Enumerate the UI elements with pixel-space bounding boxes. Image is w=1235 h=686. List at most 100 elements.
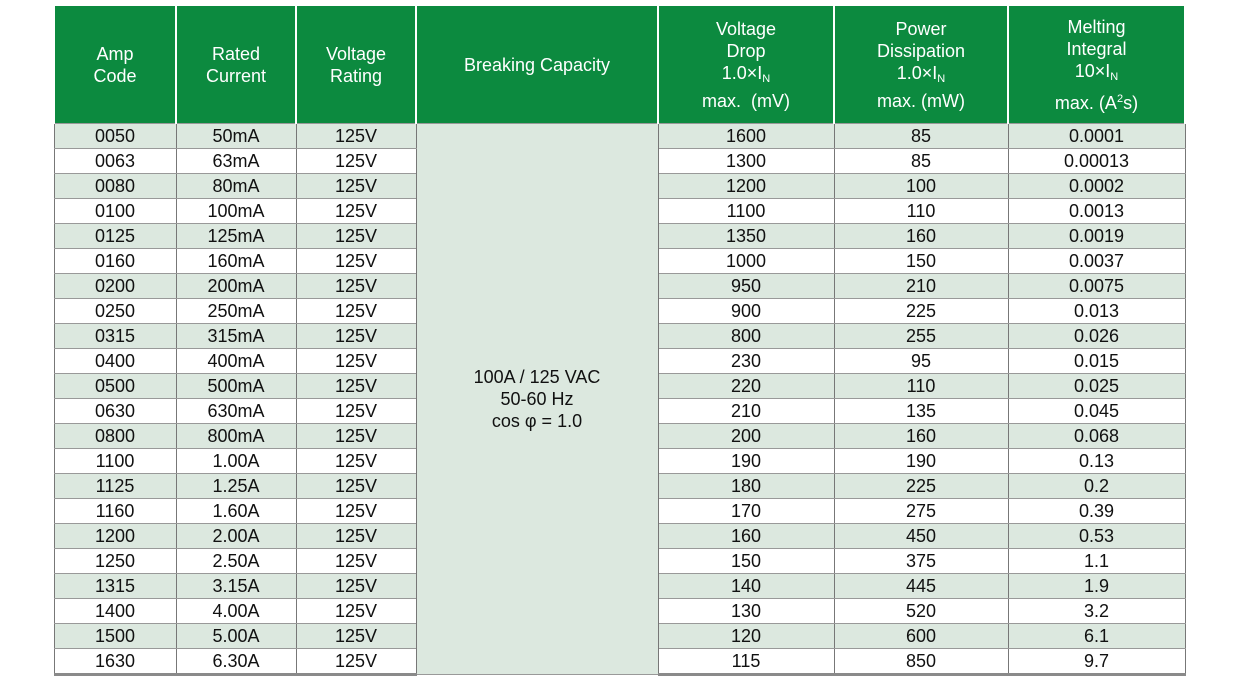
cell-power-dissipation: 160 bbox=[833, 423, 1009, 449]
header-melting-integral-mult: 10×I bbox=[1074, 60, 1111, 81]
cell-power-dissipation: 850 bbox=[833, 648, 1009, 676]
header-melting-integral-line1: Melting bbox=[1067, 16, 1126, 37]
cell-rated-current: 315mA bbox=[175, 323, 297, 349]
cell-amp-code: 1315 bbox=[53, 573, 177, 599]
cell-voltage-rating: 125V bbox=[295, 248, 417, 274]
cell-voltage-rating: 125V bbox=[295, 448, 417, 474]
cell-rated-current: 2.00A bbox=[175, 523, 297, 549]
cell-rated-current: 100mA bbox=[175, 198, 297, 224]
cell-melting-integral: 0.2 bbox=[1007, 473, 1186, 499]
header-melting-integral-unit-sup: 2 bbox=[1116, 92, 1124, 105]
cell-power-dissipation: 135 bbox=[833, 398, 1009, 424]
table-row: 0250 250mA 125V 900 225 0.013 bbox=[53, 298, 1186, 324]
cell-power-dissipation: 85 bbox=[833, 148, 1009, 174]
table-row: 1125 1.25A 125V 180 225 0.2 bbox=[53, 473, 1186, 499]
cell-amp-code: 1160 bbox=[53, 498, 177, 524]
cell-rated-current: 80mA bbox=[175, 173, 297, 199]
cell-power-dissipation: 225 bbox=[833, 298, 1009, 324]
cell-voltage-drop: 210 bbox=[657, 398, 835, 424]
breaking-capacity-cell: 100A / 125 VAC 50-60 Hz cos φ = 1.0 bbox=[415, 123, 659, 675]
cell-voltage-drop: 200 bbox=[657, 423, 835, 449]
table-row: 0200 200mA 125V 950 210 0.0075 bbox=[53, 273, 1186, 299]
cell-voltage-drop: 230 bbox=[657, 348, 835, 374]
header-power-dissipation: Power Dissipation 1.0×IN max. (mW) bbox=[833, 6, 1009, 124]
cell-power-dissipation: 160 bbox=[833, 223, 1009, 249]
cell-voltage-drop: 1100 bbox=[657, 198, 835, 224]
cell-voltage-rating: 125V bbox=[295, 548, 417, 574]
table-row: 1200 2.00A 125V 160 450 0.53 bbox=[53, 523, 1186, 549]
header-power-dissipation-multiplier: 1.0×IN bbox=[839, 62, 1003, 90]
header-voltage-drop-sub: N bbox=[762, 72, 771, 85]
cell-amp-code: 1630 bbox=[53, 648, 177, 676]
table-row: 1630 6.30A 125V 115 850 9.7 bbox=[53, 648, 1186, 676]
cell-voltage-drop: 140 bbox=[657, 573, 835, 599]
cell-rated-current: 1.25A bbox=[175, 473, 297, 499]
cell-amp-code: 1100 bbox=[53, 448, 177, 474]
table-row: 0050 50mA 125V 100A / 125 VAC 50-60 Hz cos φ … bbox=[53, 123, 1186, 675]
cell-rated-current: 250mA bbox=[175, 298, 297, 324]
cell-power-dissipation: 600 bbox=[833, 623, 1009, 649]
header-voltage-rating-line2: Rating bbox=[329, 65, 383, 86]
cell-voltage-drop: 115 bbox=[657, 648, 835, 676]
cell-voltage-rating: 125V bbox=[295, 648, 417, 676]
table-row: 0160 160mA 125V 1000 150 0.0037 bbox=[53, 248, 1186, 274]
cell-amp-code: 0500 bbox=[53, 373, 177, 399]
cell-voltage-drop: 800 bbox=[657, 323, 835, 349]
cell-melting-integral: 0.0075 bbox=[1007, 273, 1186, 299]
cell-voltage-drop: 130 bbox=[657, 598, 835, 624]
cell-voltage-rating: 125V bbox=[295, 623, 417, 649]
cell-melting-integral: 0.025 bbox=[1007, 373, 1186, 399]
cell-melting-integral: 0.0013 bbox=[1007, 198, 1186, 224]
header-power-dissipation-unit: max. (mW) bbox=[877, 90, 965, 111]
header-rated-current: Rated Current bbox=[175, 6, 297, 124]
header-power-dissipation-line2: Dissipation bbox=[876, 40, 966, 61]
cell-voltage-drop: 950 bbox=[657, 273, 835, 299]
cell-melting-integral: 0.53 bbox=[1007, 523, 1186, 549]
header-amp-code-line1: Amp bbox=[96, 43, 134, 64]
header-melting-integral-unit-b: s) bbox=[1123, 92, 1139, 113]
cell-power-dissipation: 520 bbox=[833, 598, 1009, 624]
cell-power-dissipation: 85 bbox=[833, 123, 1009, 149]
table-header: Amp Code Rated Current Voltage Rating Br… bbox=[53, 6, 1186, 124]
cell-voltage-drop: 1300 bbox=[657, 148, 835, 174]
header-melting-integral-unit-a: max. (A bbox=[1054, 92, 1117, 113]
table-body: 0050 50mA 125V 100A / 125 VAC 50-60 Hz cos φ … bbox=[53, 123, 1186, 676]
cell-voltage-rating: 125V bbox=[295, 373, 417, 399]
header-breaking-capacity-label: Breaking Capacity bbox=[463, 54, 611, 75]
cell-amp-code: 0050 bbox=[53, 123, 177, 149]
cell-rated-current: 800mA bbox=[175, 423, 297, 449]
cell-voltage-drop: 120 bbox=[657, 623, 835, 649]
cell-melting-integral: 3.2 bbox=[1007, 598, 1186, 624]
header-voltage-drop-line2: Drop bbox=[726, 40, 766, 61]
header-rated-current-line2: Current bbox=[205, 65, 267, 86]
header-melting-integral-line2: Integral bbox=[1066, 38, 1127, 59]
cell-voltage-drop: 190 bbox=[657, 448, 835, 474]
cell-voltage-rating: 125V bbox=[295, 523, 417, 549]
table-row: 1315 3.15A 125V 140 445 1.9 bbox=[53, 573, 1186, 599]
cell-rated-current: 1.00A bbox=[175, 448, 297, 474]
header-row: Amp Code Rated Current Voltage Rating Br… bbox=[53, 6, 1186, 124]
cell-amp-code: 1250 bbox=[53, 548, 177, 574]
cell-power-dissipation: 275 bbox=[833, 498, 1009, 524]
cell-voltage-drop: 1350 bbox=[657, 223, 835, 249]
header-breaking-capacity: Breaking Capacity bbox=[415, 6, 659, 124]
cell-rated-current: 4.00A bbox=[175, 598, 297, 624]
cell-power-dissipation: 150 bbox=[833, 248, 1009, 274]
cell-power-dissipation: 375 bbox=[833, 548, 1009, 574]
cell-melting-integral: 0.015 bbox=[1007, 348, 1186, 374]
header-voltage-drop-mult: 1.0×I bbox=[721, 62, 763, 83]
cell-voltage-drop: 1200 bbox=[657, 173, 835, 199]
cell-melting-integral: 9.7 bbox=[1007, 648, 1186, 676]
table-row: 0500 500mA 125V 220 110 0.025 bbox=[53, 373, 1186, 399]
table-row: 0125 125mA 125V 1350 160 0.0019 bbox=[53, 223, 1186, 249]
cell-voltage-rating: 125V bbox=[295, 198, 417, 224]
cell-rated-current: 5.00A bbox=[175, 623, 297, 649]
cell-amp-code: 0200 bbox=[53, 273, 177, 299]
table-row: 1100 1.00A 125V 190 190 0.13 bbox=[53, 448, 1186, 474]
cell-voltage-drop: 180 bbox=[657, 473, 835, 499]
cell-voltage-rating: 125V bbox=[295, 223, 417, 249]
header-amp-code-line2: Code bbox=[93, 65, 137, 86]
cell-power-dissipation: 255 bbox=[833, 323, 1009, 349]
cell-power-dissipation: 95 bbox=[833, 348, 1009, 374]
table-row: 0400 400mA 125V 230 95 0.015 bbox=[53, 348, 1186, 374]
